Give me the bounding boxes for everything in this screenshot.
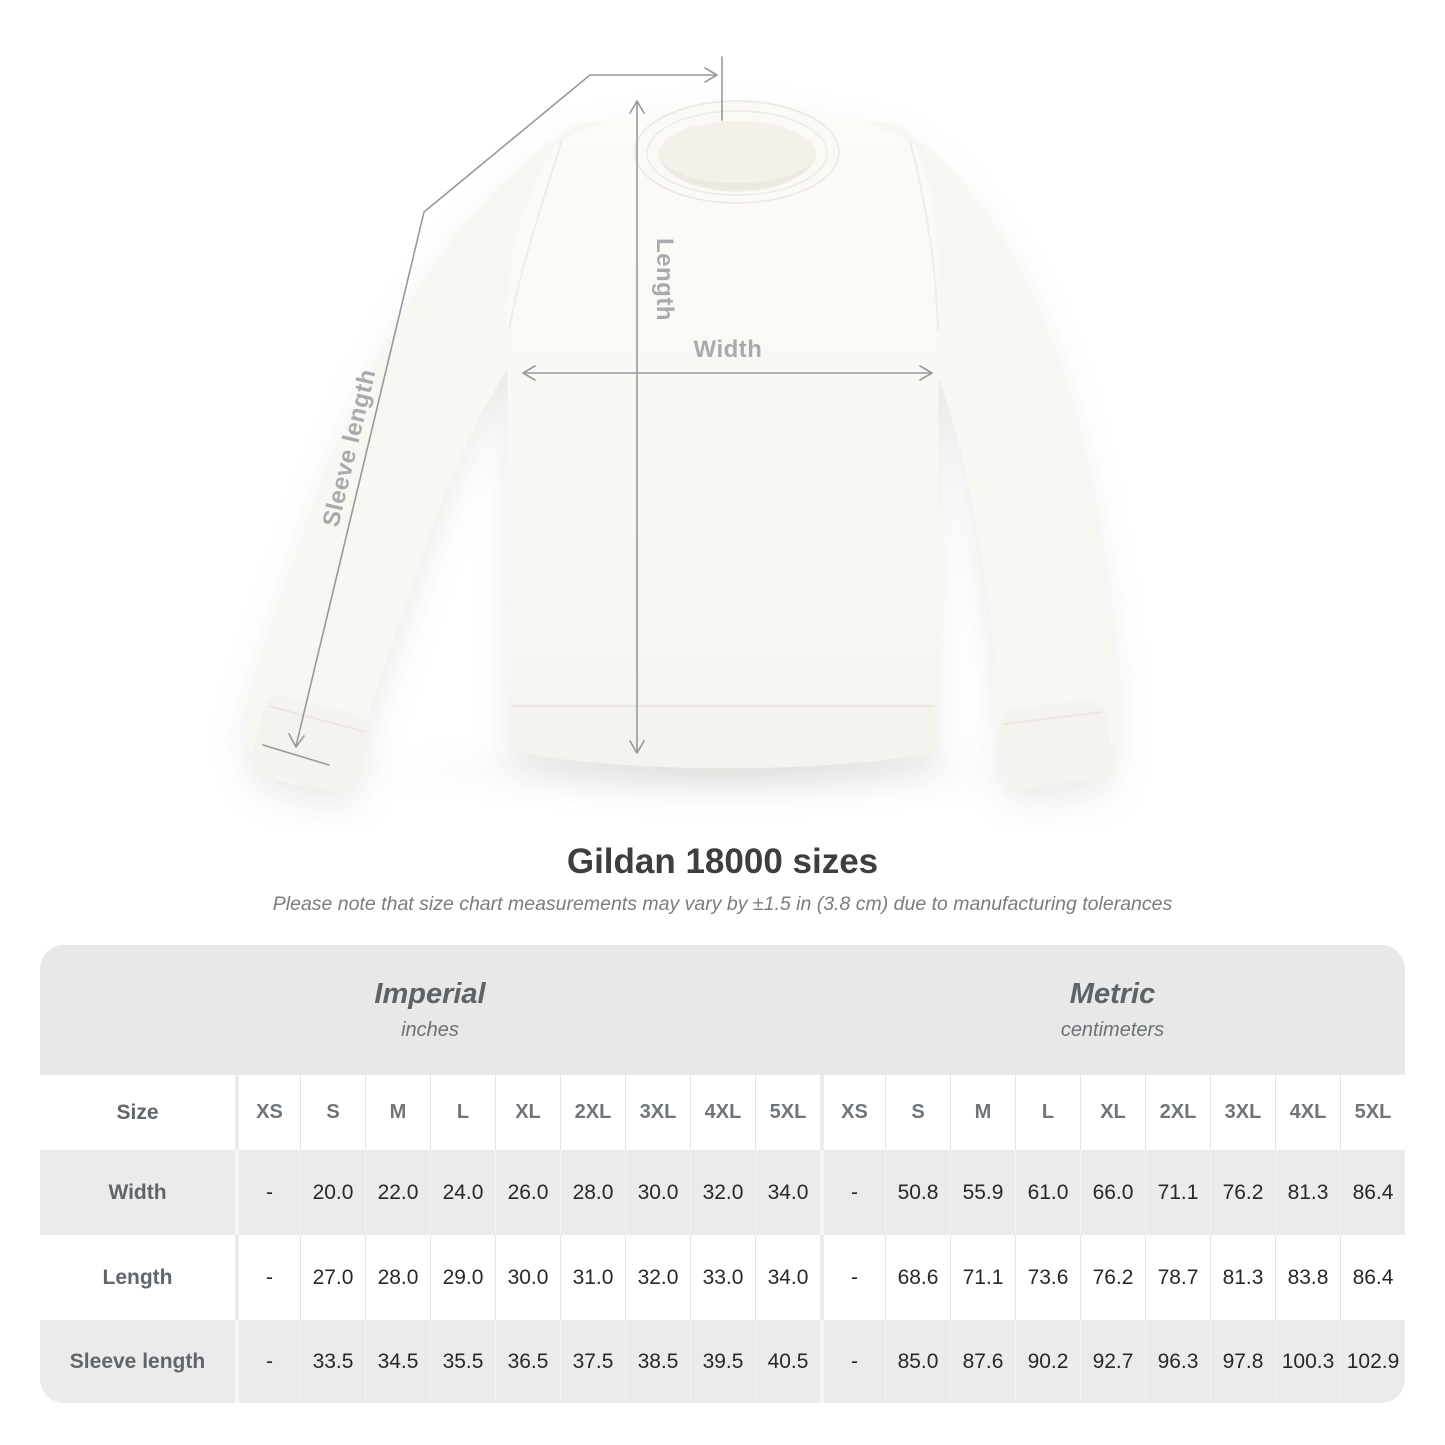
length-metric-2XL: 78.7 xyxy=(1145,1235,1210,1320)
size-header-metric-2XL: 2XL xyxy=(1145,1075,1210,1150)
sleeve-length-metric-L: 90.2 xyxy=(1015,1320,1080,1403)
width-imperial-M: 22.0 xyxy=(365,1150,430,1235)
size-header-metric-XS: XS xyxy=(820,1075,885,1150)
width-metric-3XL: 76.2 xyxy=(1210,1150,1275,1235)
length-imperial-2XL: 31.0 xyxy=(560,1235,625,1320)
size-table: Imperial inches Metric centimeters Size X… xyxy=(40,945,1405,1403)
sleeve-length-imperial-XS: - xyxy=(235,1320,300,1403)
page-title: Gildan 18000 sizes xyxy=(566,842,879,881)
row-label-sleeve-length: Sleeve length xyxy=(40,1320,235,1403)
size-header-imperial-XS: XS xyxy=(235,1075,300,1150)
length-imperial-S: 27.0 xyxy=(300,1235,365,1320)
width-metric-XS: - xyxy=(820,1150,885,1235)
length-imperial-M: 28.0 xyxy=(365,1235,430,1320)
width-metric-XL: 66.0 xyxy=(1080,1150,1145,1235)
imperial-title: Imperial xyxy=(374,978,486,1010)
width-imperial-XS: - xyxy=(235,1150,300,1235)
length-annotation: Length xyxy=(629,100,678,754)
size-header-imperial-5XL: 5XL xyxy=(755,1075,820,1150)
sweatshirt-image xyxy=(245,100,1117,794)
length-metric-5XL: 86.4 xyxy=(1340,1235,1405,1320)
size-header-metric-4XL: 4XL xyxy=(1275,1075,1340,1150)
sleeve-length-imperial-S: 33.5 xyxy=(300,1320,365,1403)
size-header-imperial-S: S xyxy=(300,1075,365,1150)
sleeve-length-metric-5XL: 102.9 xyxy=(1340,1320,1405,1403)
length-metric-S: 68.6 xyxy=(885,1235,950,1320)
size-column-header: Size xyxy=(40,1075,235,1150)
size-header-imperial-4XL: 4XL xyxy=(690,1075,755,1150)
length-metric-3XL: 81.3 xyxy=(1210,1235,1275,1320)
width-imperial-XL: 26.0 xyxy=(495,1150,560,1235)
imperial-header: Imperial inches xyxy=(40,945,820,1075)
imperial-unit: inches xyxy=(401,1019,459,1041)
size-header-metric-5XL: 5XL xyxy=(1340,1075,1405,1150)
length-metric-M: 71.1 xyxy=(950,1235,1015,1320)
width-annotation: Width xyxy=(522,336,933,381)
sleeve-length-imperial-4XL: 39.5 xyxy=(690,1320,755,1403)
sleeve-length-metric-XS: - xyxy=(820,1320,885,1403)
length-metric-4XL: 83.8 xyxy=(1275,1235,1340,1320)
size-header-imperial-XL: XL xyxy=(495,1075,560,1150)
size-header-imperial-M: M xyxy=(365,1075,430,1150)
sleeve-length-metric-2XL: 96.3 xyxy=(1145,1320,1210,1403)
length-metric-XL: 76.2 xyxy=(1080,1235,1145,1320)
row-label-length: Length xyxy=(40,1235,235,1320)
sleeve-length-imperial-2XL: 37.5 xyxy=(560,1320,625,1403)
width-metric-2XL: 71.1 xyxy=(1145,1150,1210,1235)
width-metric-S: 50.8 xyxy=(885,1150,950,1235)
width-metric-M: 55.9 xyxy=(950,1150,1015,1235)
length-label: Length xyxy=(651,238,678,321)
sleeve-length-imperial-3XL: 38.5 xyxy=(625,1320,690,1403)
size-header-imperial-L: L xyxy=(430,1075,495,1150)
width-imperial-5XL: 34.0 xyxy=(755,1150,820,1235)
length-imperial-3XL: 32.0 xyxy=(625,1235,690,1320)
width-imperial-4XL: 32.0 xyxy=(690,1150,755,1235)
size-header-imperial-2XL: 2XL xyxy=(560,1075,625,1150)
size-header-imperial-3XL: 3XL xyxy=(625,1075,690,1150)
size-header-metric-L: L xyxy=(1015,1075,1080,1150)
length-imperial-4XL: 33.0 xyxy=(690,1235,755,1320)
size-header-metric-3XL: 3XL xyxy=(1210,1075,1275,1150)
width-label: Width xyxy=(694,336,763,363)
sleeve-length-metric-3XL: 97.8 xyxy=(1210,1320,1275,1403)
width-imperial-3XL: 30.0 xyxy=(625,1150,690,1235)
size-header-metric-XL: XL xyxy=(1080,1075,1145,1150)
width-imperial-2XL: 28.0 xyxy=(560,1150,625,1235)
sleeve-length-metric-M: 87.6 xyxy=(950,1320,1015,1403)
width-imperial-L: 24.0 xyxy=(430,1150,495,1235)
width-imperial-S: 20.0 xyxy=(300,1150,365,1235)
row-label-width: Width xyxy=(40,1150,235,1235)
length-imperial-XL: 30.0 xyxy=(495,1235,560,1320)
size-header-metric-M: M xyxy=(950,1075,1015,1150)
length-imperial-L: 29.0 xyxy=(430,1235,495,1320)
sleeve-length-imperial-L: 35.5 xyxy=(430,1320,495,1403)
metric-title: Metric xyxy=(1069,978,1156,1010)
length-imperial-5XL: 34.0 xyxy=(755,1235,820,1320)
sleeve-length-metric-XL: 92.7 xyxy=(1080,1320,1145,1403)
metric-header: Metric centimeters xyxy=(820,945,1405,1075)
length-metric-XS: - xyxy=(820,1235,885,1320)
sleeve-length-metric-4XL: 100.3 xyxy=(1275,1320,1340,1403)
tolerance-note: Please note that size chart measurements… xyxy=(272,893,1173,915)
sleeve-length-metric-S: 85.0 xyxy=(885,1320,950,1403)
sweatshirt-diagram: Sleeve length Length Width xyxy=(245,56,1192,818)
length-metric-L: 73.6 xyxy=(1015,1235,1080,1320)
length-imperial-XS: - xyxy=(235,1235,300,1320)
size-header-metric-S: S xyxy=(885,1075,950,1150)
sleeve-length-imperial-5XL: 40.5 xyxy=(755,1320,820,1403)
floor-shadow xyxy=(252,722,1192,818)
sleeve-length-imperial-M: 34.5 xyxy=(365,1320,430,1403)
width-metric-L: 61.0 xyxy=(1015,1150,1080,1235)
sleeve-length-imperial-XL: 36.5 xyxy=(495,1320,560,1403)
width-metric-5XL: 86.4 xyxy=(1340,1150,1405,1235)
width-metric-4XL: 81.3 xyxy=(1275,1150,1340,1235)
metric-unit: centimeters xyxy=(1060,1019,1165,1041)
